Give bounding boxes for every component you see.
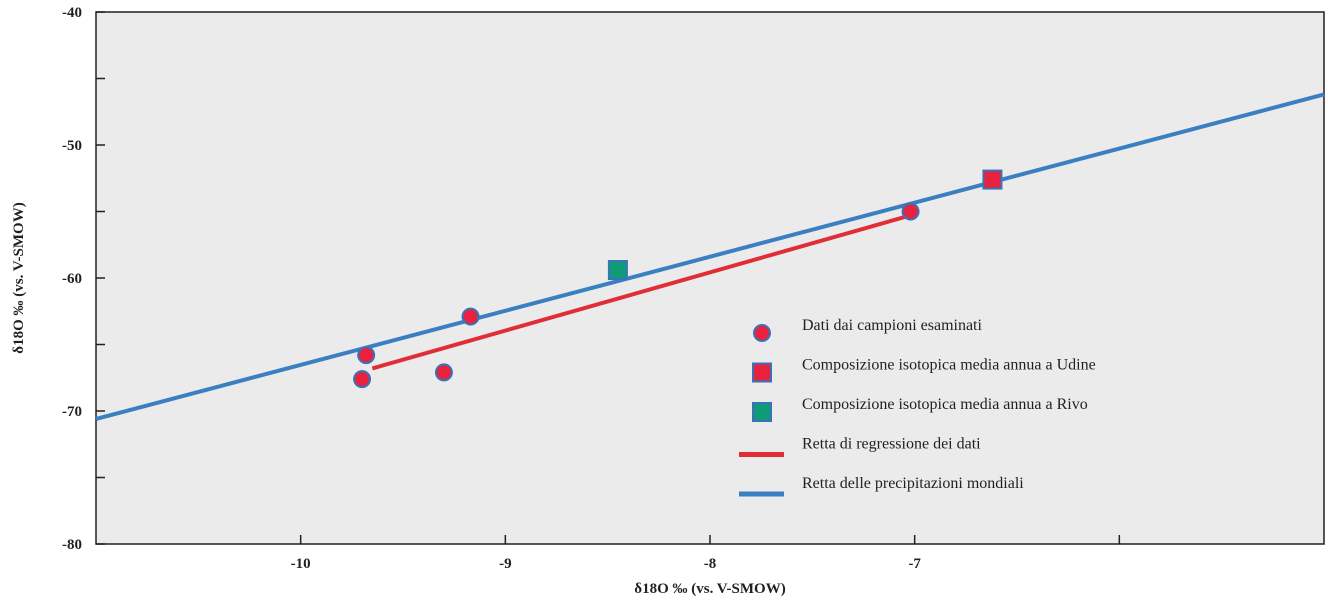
points-layer — [353, 169, 1003, 389]
legend-label: Retta di regressione dei dati — [802, 436, 981, 453]
legend-marker — [753, 324, 771, 342]
y-tick-label: -70 — [62, 404, 82, 420]
series-line — [371, 212, 916, 371]
legend: Dati dai campioni esaminati Composizione … — [739, 317, 1096, 497]
legend-marker — [752, 402, 772, 422]
data-point — [357, 346, 376, 365]
plot-area — [95, 11, 1325, 545]
legend-label: Dati dai campioni esaminati — [802, 317, 983, 334]
legend-marker — [752, 362, 772, 383]
y-tick-label: -50 — [62, 138, 82, 154]
x-axis-title: δ18O ‰ (vs. V-SMOW) — [634, 581, 785, 597]
data-point — [434, 363, 453, 382]
lines-layer — [95, 92, 1325, 421]
data-point — [461, 307, 480, 326]
legend-label: Composizione isotopica media annua a Riv… — [802, 396, 1088, 413]
y-tick-label: -60 — [62, 271, 82, 287]
axes-layer: -10 -9 -8 -7 -40 -50 -60 -70 -80 — [62, 5, 1121, 572]
y-axis-title: δ18O ‰ (vs. V-SMOW) — [11, 202, 27, 353]
series-line — [95, 92, 1325, 421]
legend-label: Retta delle precipitazioni mondiali — [802, 475, 1024, 492]
legend-label: Composizione isotopica media annua a Udi… — [802, 357, 1096, 374]
data-point — [901, 202, 920, 221]
x-tick-label: -7 — [908, 556, 921, 572]
x-tick-label: -8 — [704, 556, 717, 572]
data-point — [982, 169, 1003, 190]
x-tick-label: -9 — [499, 556, 512, 572]
data-point — [607, 260, 628, 281]
y-tick-label: -40 — [62, 5, 82, 21]
data-point — [353, 370, 372, 389]
y-tick-label: -80 — [62, 537, 82, 553]
x-tick-label: -10 — [291, 556, 311, 572]
